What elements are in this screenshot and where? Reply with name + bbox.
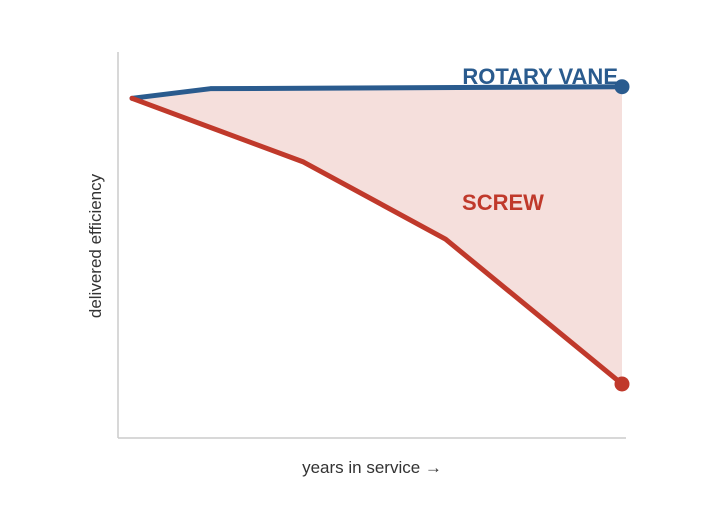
series-label-rotary-vane: ROTARY VANE [462, 64, 618, 89]
series-label-screw: SCREW [462, 190, 544, 215]
series-layer [129, 79, 630, 392]
x-axis-label: years in service → [302, 458, 442, 477]
y-axis-label: delivered efficiency [86, 173, 105, 318]
efficiency-gap-area [132, 86, 622, 384]
series-line-screw [129, 95, 625, 387]
end-point-screw [614, 376, 630, 392]
series-line-rotary-vane [129, 84, 625, 101]
series-labels: ROTARY VANE SCREW [462, 64, 618, 215]
axes [117, 52, 626, 439]
end-point-rotary-vane [614, 79, 630, 95]
gap-area-layer [132, 86, 622, 384]
